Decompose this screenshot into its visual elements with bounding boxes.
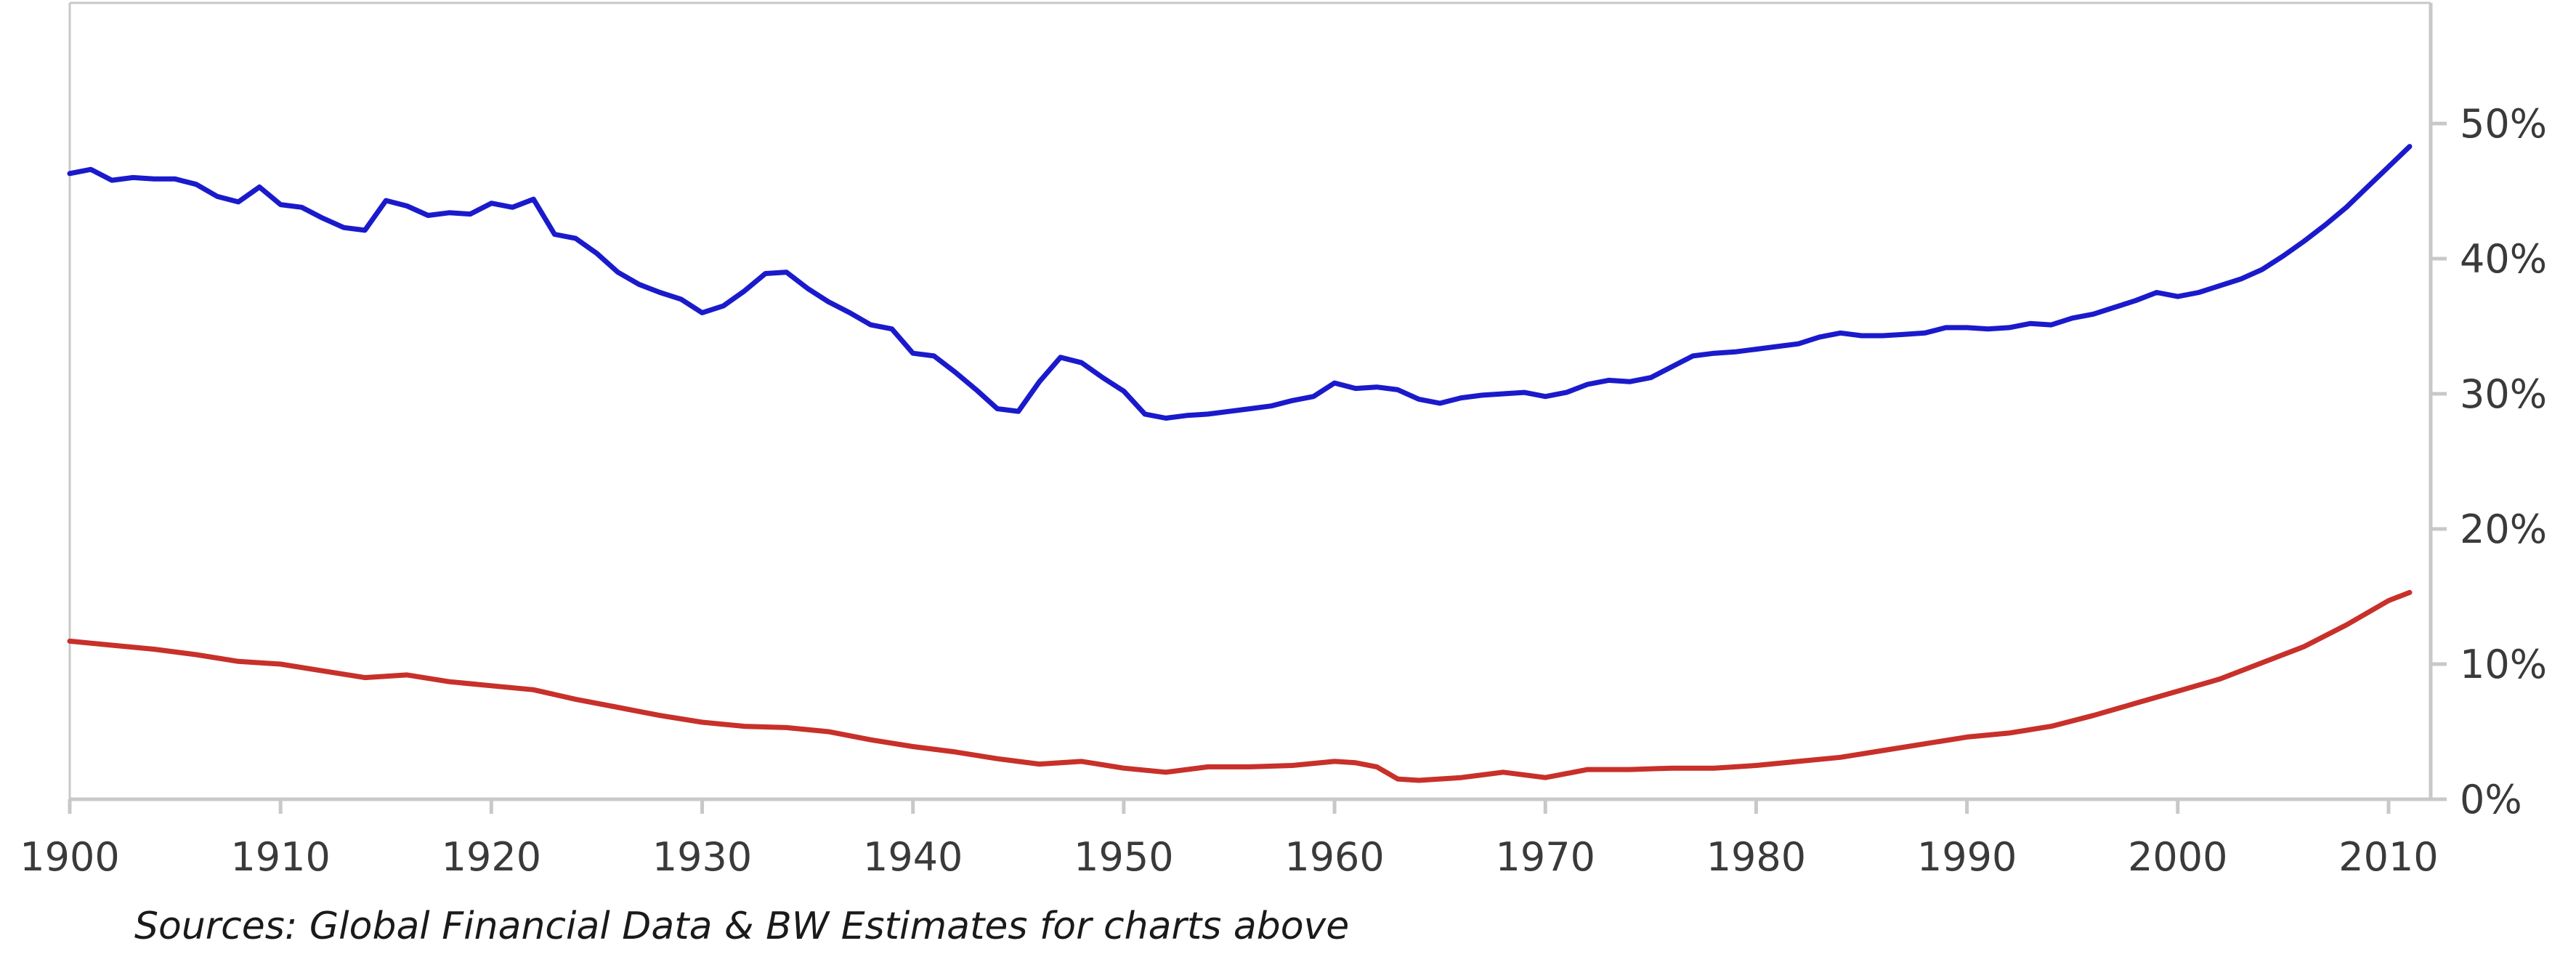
- x-tick-label: 1990: [1917, 834, 2017, 880]
- y-tick-label: 40%: [2460, 236, 2547, 282]
- x-tick-label: 1980: [1706, 834, 1806, 880]
- x-tick-label: 1960: [1284, 834, 1384, 880]
- x-tick-label: 1950: [1074, 834, 1173, 880]
- x-tick-label: 2010: [2338, 834, 2438, 880]
- series-layer: [67, 144, 2413, 783]
- x-tick-label: 1920: [442, 834, 541, 880]
- y-tick-label: 50%: [2460, 101, 2547, 147]
- y-tick-label: 20%: [2460, 506, 2547, 552]
- series-line-1: [67, 144, 2413, 421]
- x-tick-label: 1970: [1496, 834, 1595, 880]
- series-line-2: [67, 589, 2413, 783]
- x-axis-ticks: 1900 1910 1920 1930 1940 1950 1960 1970 1980 1990…: [20, 799, 2439, 880]
- x-tick-label: 1940: [863, 834, 963, 880]
- x-tick-label: 2000: [2128, 834, 2227, 880]
- plot-area-frame: [68, 1, 2433, 801]
- y-axis-ticks: 0% 10% 20% 30% 40% 50%: [2431, 101, 2547, 822]
- x-tick-label: 1900: [20, 834, 119, 880]
- y-tick-label: 10%: [2460, 642, 2547, 687]
- y-tick-label: 30%: [2460, 371, 2547, 417]
- x-tick-label: 1910: [230, 834, 330, 880]
- x-tick-label: 1930: [652, 834, 752, 880]
- y-tick-label: 0%: [2460, 777, 2522, 822]
- source-footnote: Sources: Global Financial Data & BW Esti…: [134, 905, 1350, 948]
